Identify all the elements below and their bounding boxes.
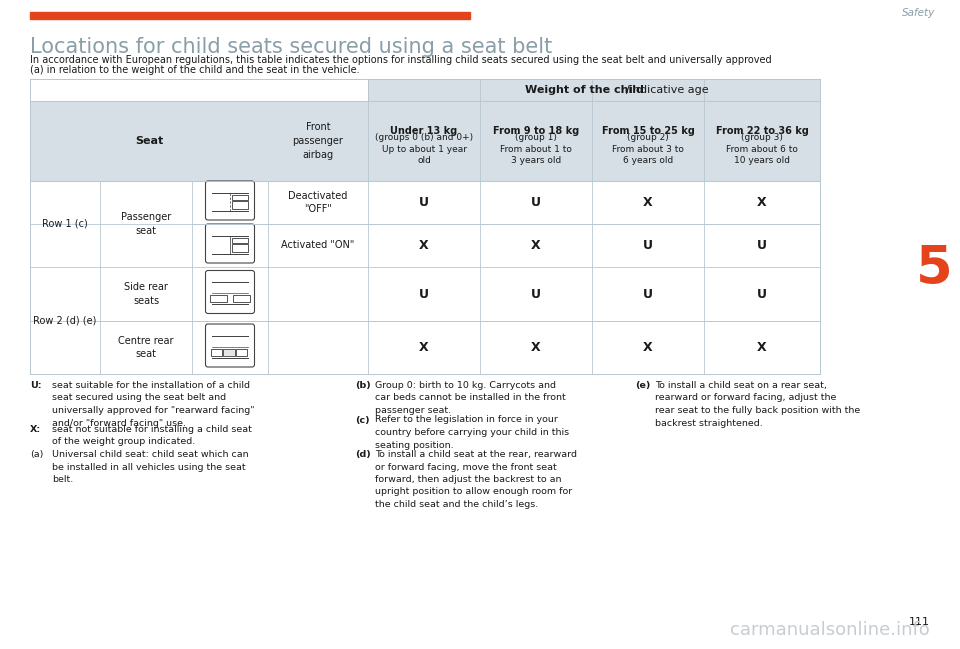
Text: (group 3)
From about 6 to
10 years old: (group 3) From about 6 to 10 years old [726,133,798,165]
Text: (group 1)
From about 1 to
3 years old: (group 1) From about 1 to 3 years old [500,133,572,165]
Text: (group 2)
From about 3 to
6 years old: (group 2) From about 3 to 6 years old [612,133,684,165]
Text: Activated "ON": Activated "ON" [281,241,354,251]
Text: From 15 to 25 kg: From 15 to 25 kg [602,126,694,136]
Bar [232,243,248,252]
Text: X: X [757,341,767,354]
Text: Under 13 kg: Under 13 kg [391,126,458,136]
Bar [211,349,223,356]
Text: Centre rear
seat: Centre rear seat [118,336,174,359]
Text: U: U [643,288,653,300]
Text: (a): (a) [30,450,43,459]
Bar [30,101,820,181]
Text: To install a child seat on a rear seat,
rearward or forward facing, adjust the
r: To install a child seat on a rear seat, … [655,381,860,428]
Text: U: U [643,239,653,252]
Text: X: X [420,239,429,252]
Text: Passenger
seat: Passenger seat [121,212,171,236]
Text: U: U [757,288,767,300]
Text: 111: 111 [909,617,930,627]
Text: Universal child seat: child seat which can
be installed in all vehicles using th: Universal child seat: child seat which c… [52,450,249,484]
Bar [30,12,470,19]
Text: U: U [419,288,429,300]
Text: U: U [531,196,541,209]
Text: (d): (d) [355,450,371,459]
Text: X: X [757,196,767,209]
Text: (groups 0 (b) and 0+)
Up to about 1 year
old: (groups 0 (b) and 0+) Up to about 1 year… [375,133,473,165]
Text: (e): (e) [635,381,650,390]
Text: Front
passenger
airbag: Front passenger airbag [293,122,344,160]
Bar [30,79,820,374]
Text: Row 2 (d) (e): Row 2 (d) (e) [34,315,97,326]
Bar [368,79,820,101]
Text: X: X [643,196,653,209]
Text: /indicative age: /indicative age [626,85,708,95]
Text: Weight of the child: Weight of the child [524,85,643,95]
Text: X: X [531,341,540,354]
Text: X: X [643,341,653,354]
Text: Group 0: birth to 10 kg. Carrycots and
car beds cannot be installed in the front: Group 0: birth to 10 kg. Carrycots and c… [375,381,565,415]
Bar [232,201,248,208]
Text: carmanualsonline.info: carmanualsonline.info [731,621,930,639]
Text: seat not suitable for installing a child seat
of the weight group indicated.: seat not suitable for installing a child… [52,425,252,447]
Text: Deactivated
"OFF": Deactivated "OFF" [288,191,348,214]
Text: X: X [420,341,429,354]
Text: U: U [419,196,429,209]
Text: Side rear
seats: Side rear seats [124,282,168,306]
Text: (b): (b) [355,381,371,390]
Text: (a) in relation to the weight of the child and the seat in the vehicle.: (a) in relation to the weight of the chi… [30,65,360,75]
Text: Locations for child seats secured using a seat belt: Locations for child seats secured using … [30,37,552,57]
Bar [235,349,247,356]
Text: Safety: Safety [901,8,935,18]
Bar [224,349,234,356]
Bar [232,238,248,243]
Text: In accordance with European regulations, this table indicates the options for in: In accordance with European regulations,… [30,55,772,65]
Bar [232,195,248,199]
Text: X:: X: [30,425,41,434]
Text: From 22 to 36 kg: From 22 to 36 kg [715,126,808,136]
Text: Seat: Seat [134,136,163,146]
Text: From 9 to 18 kg: From 9 to 18 kg [492,126,579,136]
Text: Refer to the legislation in force in your
country before carrying your child in : Refer to the legislation in force in you… [375,415,569,450]
Text: 5: 5 [916,243,952,295]
Text: U: U [531,288,541,300]
Text: U:: U: [30,381,41,390]
Bar [233,295,250,302]
Text: Row 1 (c): Row 1 (c) [42,219,88,229]
Text: To install a child seat at the rear, rearward
or forward facing, move the front : To install a child seat at the rear, rea… [375,450,577,509]
Text: U: U [757,239,767,252]
Bar [224,349,234,356]
Text: X: X [531,239,540,252]
Bar [210,295,227,302]
Text: (c): (c) [355,415,370,424]
Text: seat suitable for the installation of a child
seat secured using the seat belt a: seat suitable for the installation of a … [52,381,254,428]
